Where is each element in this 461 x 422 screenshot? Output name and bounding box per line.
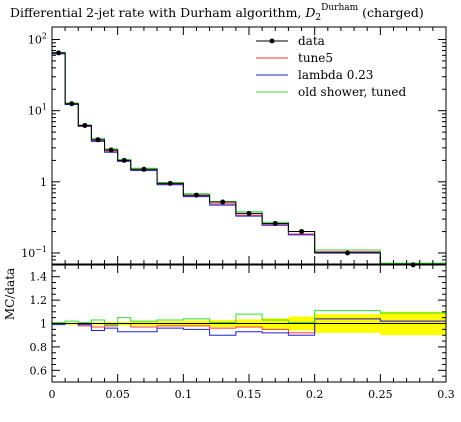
data-point [69, 101, 75, 107]
series-line-2 [52, 51, 446, 264]
data-point [246, 210, 252, 216]
y-tick-label: 1 [40, 176, 47, 189]
ratio-y-tick-label: 0.6 [30, 364, 48, 377]
data-point [56, 50, 62, 56]
data-point [272, 220, 278, 226]
data-point [108, 147, 114, 153]
data-point [141, 166, 147, 172]
ratio-y-axis-label: MC/data [3, 268, 17, 320]
ratio-plot-panel: 0.6 0.8 1 1.2 1.4 0 0.05 0.1 0.15 0.2 0.25 0.3 MC/… [3, 264, 455, 401]
x-tick-label: 0 [49, 388, 56, 401]
data-point [95, 137, 101, 143]
legend-marker [269, 38, 275, 44]
x-tick-label: 0.1 [175, 388, 193, 401]
x-tick-label: 0.05 [105, 388, 130, 401]
main-plot-frame [51, 26, 447, 265]
ratio-line-1 [52, 318, 446, 336]
data-point [299, 229, 305, 235]
ratio-y-tick-label: 0.8 [30, 341, 48, 354]
ratio-y-tick-label: 1.2 [30, 294, 48, 307]
y-tick-label: 101 [28, 103, 47, 118]
legend-label: data [298, 34, 325, 48]
x-tick-label: 0.15 [237, 388, 262, 401]
x-tick-label: 0.2 [306, 388, 324, 401]
main-plot-panel: 102 101 1 10−1 [21, 26, 447, 268]
ratio-y-tick-label: 1.4 [30, 271, 48, 284]
legend-label: tune5 [298, 51, 333, 65]
x-tick-label: 0.25 [368, 388, 393, 401]
legend-label: lambda 0.23 [298, 68, 373, 82]
data-point [193, 192, 199, 198]
legend: data tune5 lambda 0.23 old shower, tuned [256, 34, 406, 99]
y-tick-label: 10−1 [21, 245, 47, 260]
data-point [167, 180, 173, 186]
legend-label: old shower, tuned [298, 85, 406, 99]
ratio-line-2 [52, 310, 446, 326]
data-point [220, 199, 226, 205]
y-tick-label: 102 [28, 32, 47, 47]
data-point [82, 122, 88, 128]
chart-title: Differential 2-jet rate with Durham algo… [10, 3, 424, 23]
data-point [121, 157, 127, 163]
data-point [345, 250, 350, 256]
ratio-y-tick-label: 1 [40, 318, 47, 331]
x-tick-label: 0.3 [437, 388, 455, 401]
